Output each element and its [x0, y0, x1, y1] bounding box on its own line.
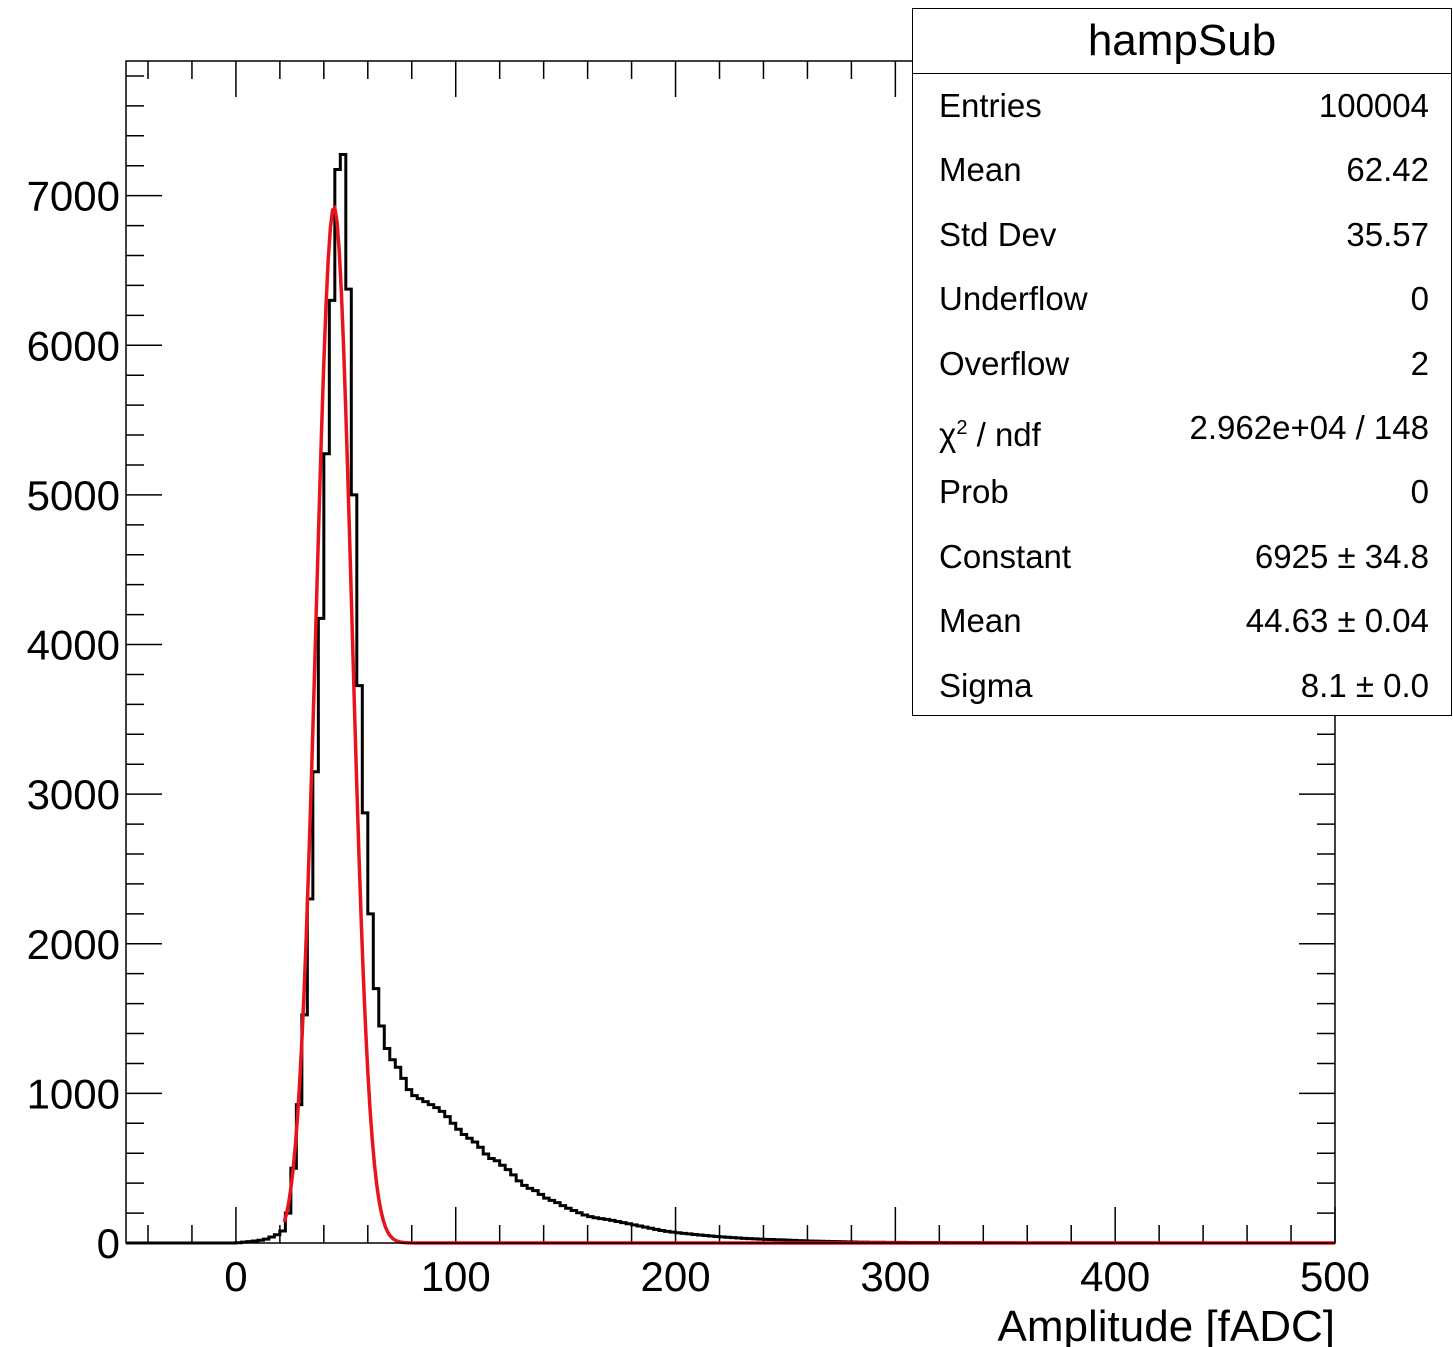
stats-row: Overflow 2 [913, 332, 1451, 396]
axis-tick-labels: 0 100 200 300 400 500010002000300040005000600… [27, 173, 1370, 1300]
x-tick-label: 300 [860, 1253, 930, 1300]
stats-row-label: Overflow [939, 344, 1070, 382]
stats-row-label: Prob [939, 473, 1009, 511]
stats-row-value: 2 [1410, 344, 1429, 382]
stats-row-value: 8.1 ± 0.0 [1300, 666, 1429, 704]
x-tick-label: 500 [1300, 1253, 1370, 1300]
stats-row-label: Constant [939, 537, 1072, 575]
y-tick-label: 3000 [27, 771, 120, 818]
stats-row: Constant 6925 ± 34.8 [913, 525, 1451, 589]
stats-row-label: Std Dev [939, 215, 1057, 253]
stats-row-label: Underflow [939, 280, 1088, 318]
stats-row-value: 44.63 ± 0.04 [1245, 602, 1429, 640]
stats-row: Sigma 8.1 ± 0.0 [913, 654, 1451, 718]
stats-row: Entries 100004 [913, 74, 1451, 138]
stats-row-value: 6925 ± 34.8 [1254, 537, 1429, 575]
stats-rows: Entries 100004 Mean 62.42 Std Dev 35.57 Underf… [913, 74, 1451, 718]
stats-row: χ2 / ndf 2.962e+04 / 148 [913, 396, 1451, 460]
x-tick-label: 200 [641, 1253, 711, 1300]
stats-row-label: Mean [939, 151, 1022, 189]
x-axis-label: Amplitude [fADC] [998, 1302, 1335, 1347]
stats-row-value: 100004 [1318, 87, 1429, 124]
stats-row: Underflow 0 [913, 267, 1451, 331]
x-tick-label: 0 [224, 1253, 247, 1300]
stats-box: hampSub Entries 100004 Mean 62.42 Std Dev 35.… [912, 8, 1452, 716]
y-tick-label: 4000 [27, 622, 120, 669]
stats-row-label: χ2 / ndf [939, 415, 1041, 453]
stats-row: Mean 62.42 [913, 138, 1451, 202]
stats-row-value: 62.42 [1346, 151, 1429, 189]
stats-row-label: Mean [939, 602, 1022, 640]
x-tick-label: 400 [1080, 1253, 1150, 1300]
stats-row-value: 0 [1410, 280, 1429, 318]
stats-row-value: 0 [1410, 473, 1429, 511]
y-tick-label: 5000 [27, 472, 120, 519]
stats-title: hampSub [913, 9, 1451, 74]
stats-row-value: 35.57 [1346, 215, 1429, 253]
y-tick-label: 0 [97, 1220, 120, 1267]
y-tick-label: 7000 [27, 173, 120, 220]
x-tick-label: 100 [421, 1253, 491, 1300]
stats-row-label: Entries [939, 87, 1042, 124]
y-tick-label: 6000 [27, 322, 120, 369]
stats-row: Mean 44.63 ± 0.04 [913, 589, 1451, 653]
y-tick-label: 1000 [27, 1070, 120, 1117]
stats-row: Std Dev 35.57 [913, 203, 1451, 267]
stats-row-value: 2.962e+04 / 148 [1189, 408, 1429, 446]
stats-row-label: Sigma [939, 666, 1033, 704]
y-tick-label: 2000 [27, 921, 120, 968]
stats-row: Prob 0 [913, 460, 1451, 524]
